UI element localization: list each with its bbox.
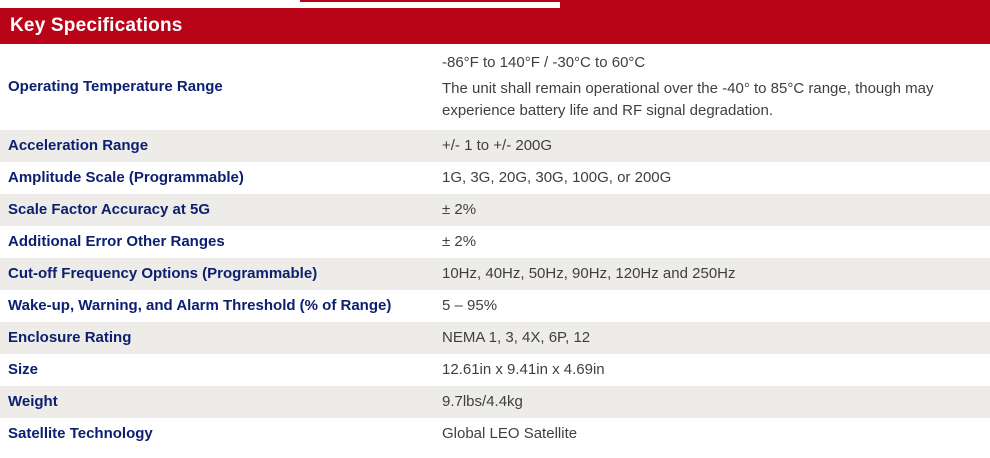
spec-row: Acceleration Range +/- 1 to +/- 200G	[0, 130, 990, 162]
top-strip	[0, 0, 990, 8]
spec-label: Scale Factor Accuracy at 5G	[8, 201, 211, 218]
spec-value: ± 2%	[442, 231, 990, 253]
spec-row: Size 12.61in x 9.41in x 4.69in	[0, 354, 990, 386]
spec-row: Wake-up, Warning, and Alarm Threshold (%…	[0, 290, 990, 322]
spec-label: Wake-up, Warning, and Alarm Threshold (%…	[8, 297, 392, 314]
spec-value: 10Hz, 40Hz, 50Hz, 90Hz, 120Hz and 250Hz	[442, 263, 990, 285]
spec-table: Operating Temperature Range -86°F to 140°…	[0, 44, 990, 450]
spec-value-line: Global LEO Satellite	[442, 425, 578, 442]
spec-value-line: 9.7lbs/4.4kg	[442, 393, 523, 410]
spec-label: Enclosure Rating	[8, 329, 132, 346]
spec-value: 1G, 3G, 20G, 30G, 100G, or 200G	[442, 167, 990, 189]
top-rule-line	[300, 0, 562, 2]
spec-row: Weight 9.7lbs/4.4kg	[0, 386, 990, 418]
spec-value-line: The unit shall remain operational over t…	[442, 80, 934, 119]
spec-value: Global LEO Satellite	[442, 423, 990, 445]
spec-row: Satellite Technology Global LEO Satellite	[0, 418, 990, 450]
spec-value-line: +/- 1 to +/- 200G	[442, 137, 553, 154]
spec-value: ± 2%	[442, 199, 990, 221]
top-right-red-block	[560, 0, 990, 8]
spec-value-line: 10Hz, 40Hz, 50Hz, 90Hz, 120Hz and 250Hz	[442, 265, 736, 282]
spec-row: Cut-off Frequency Options (Programmable)…	[0, 258, 990, 290]
spec-value-line: ± 2%	[442, 233, 477, 250]
spec-value: 12.61in x 9.41in x 4.69in	[442, 359, 990, 381]
spec-row: Amplitude Scale (Programmable) 1G, 3G, 20…	[0, 162, 990, 194]
spec-value-line: 12.61in x 9.41in x 4.69in	[442, 361, 605, 378]
spec-label: Size	[8, 361, 39, 378]
spec-row: Enclosure Rating NEMA 1, 3, 4X, 6P, 12	[0, 322, 990, 354]
spec-label: Additional Error Other Ranges	[8, 233, 225, 250]
spec-value-line: 1G, 3G, 20G, 30G, 100G, or 200G	[442, 169, 672, 186]
spec-value: 9.7lbs/4.4kg	[442, 391, 990, 413]
spec-row: Operating Temperature Range -86°F to 140°…	[0, 44, 990, 130]
spec-value-line: -86°F to 140°F / -30°C to 60°C	[442, 54, 646, 71]
spec-value: +/- 1 to +/- 200G	[442, 135, 990, 157]
spec-row: Scale Factor Accuracy at 5G ± 2%	[0, 194, 990, 226]
section-header-bar: Key Specifications	[0, 8, 990, 44]
spec-row: Additional Error Other Ranges ± 2%	[0, 226, 990, 258]
spec-value: NEMA 1, 3, 4X, 6P, 12	[442, 327, 990, 349]
spec-label: Amplitude Scale (Programmable)	[8, 169, 244, 186]
spec-label: Weight	[8, 393, 58, 410]
spec-label: Satellite Technology	[8, 425, 153, 442]
spec-value: -86°F to 140°F / -30°C to 60°C The unit s…	[442, 52, 990, 122]
spec-value-line: NEMA 1, 3, 4X, 6P, 12	[442, 329, 591, 346]
spec-value-line: 5 – 95%	[442, 297, 498, 314]
spec-label: Acceleration Range	[8, 137, 149, 154]
spec-label: Cut-off Frequency Options (Programmable)	[8, 265, 318, 282]
spec-value-line: ± 2%	[442, 201, 477, 218]
spec-label: Operating Temperature Range	[8, 78, 223, 95]
spec-value: 5 – 95%	[442, 295, 990, 317]
section-title: Key Specifications	[10, 15, 183, 36]
